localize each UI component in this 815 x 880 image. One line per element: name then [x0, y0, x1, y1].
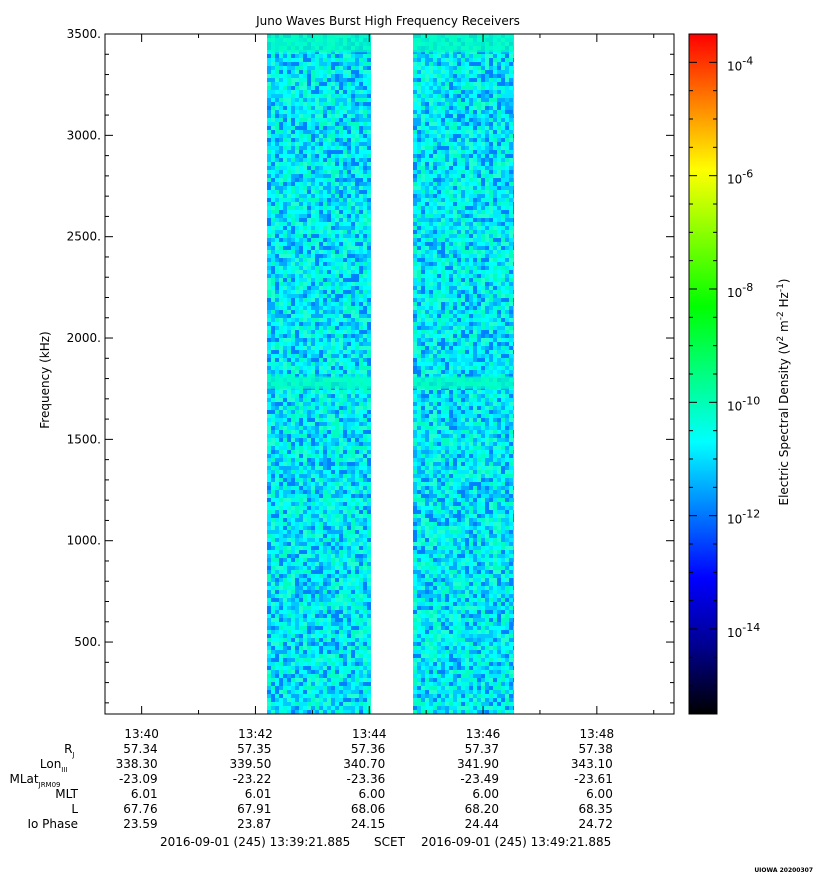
y-tick-label: 2500.	[67, 230, 101, 244]
y-axis: 500. 1000. 1500. 2000. 2500. 3000. 3500.	[67, 27, 674, 704]
spectrogram-data	[267, 34, 514, 714]
enhanced-band-2	[267, 376, 371, 389]
colorbar-tick-label: 10-8	[727, 281, 753, 300]
data-block-2	[413, 34, 514, 714]
ephemeris-row: Io Phase 23.59 23.87 24.15 24.44 24.72	[27, 817, 612, 831]
y-axis-label: Frequency (kHz)	[38, 331, 52, 428]
ephemeris-value: 340.70	[343, 757, 385, 771]
ephemeris-table: RJ 57.34 57.35 57.36 57.37 57.38 LonIII 338.30 3…	[10, 742, 613, 831]
ephemeris-value: 6.01	[245, 787, 272, 801]
ephemeris-row: L 67.76 67.91 68.06 68.20 68.35	[71, 802, 613, 816]
enhanced-band-1	[267, 34, 371, 53]
y-tick-label: 3500.	[67, 27, 101, 41]
colorbar-tick-label: 10-14	[727, 621, 760, 640]
enhanced-band-2	[413, 376, 514, 389]
colorbar-ticks: 10-4 10-6 10-8 10-10 10-12 10-14	[689, 33, 760, 715]
ephemeris-value: 68.06	[351, 802, 385, 816]
plot-frame	[104, 33, 675, 715]
enhanced-band-1	[413, 34, 514, 53]
colorbar-tick-label: 10-10	[727, 394, 760, 413]
x-axis: 13:40 13:42 13:44 13:46 13:48	[124, 34, 655, 741]
ephemeris-label: L	[71, 802, 78, 816]
ephemeris-value: 343.10	[571, 757, 613, 771]
colorbar	[688, 33, 718, 715]
ephemeris-label: MLT	[55, 787, 78, 801]
ephemeris-value: 339.50	[229, 757, 271, 771]
time-start: 2016-09-01 (245) 13:39:21.885	[160, 835, 350, 849]
y-tick-label: 500.	[74, 635, 101, 649]
ephemeris-value: 68.35	[578, 802, 612, 816]
colorbar-tick-label: 10-6	[727, 168, 753, 187]
ephemeris-value: 338.30	[116, 757, 158, 771]
ephemeris-value: 6.00	[586, 787, 613, 801]
y-tick-label: 1000.	[67, 534, 101, 548]
ephemeris-value: -23.09	[119, 772, 158, 786]
time-end: 2016-09-01 (245) 13:49:21.885	[421, 835, 611, 849]
ephemeris-value: 67.76	[123, 802, 157, 816]
x-tick-label: 13:48	[580, 727, 615, 741]
ephemeris-value: 57.34	[123, 742, 157, 756]
ephemeris-value: -23.22	[233, 772, 272, 786]
x-tick-label: 13:44	[352, 727, 387, 741]
colorbar-tick-label: 10-4	[727, 54, 753, 73]
ephemeris-value: 341.90	[457, 757, 499, 771]
footer-credit: UIOWA 20200307	[754, 867, 813, 874]
ephemeris-value: 67.91	[237, 802, 271, 816]
ephemeris-value: 57.36	[351, 742, 385, 756]
ephemeris-value: 24.44	[465, 817, 499, 831]
ephemeris-value: 68.20	[465, 802, 499, 816]
chart-title: Juno Waves Burst High Frequency Receiver…	[255, 14, 520, 28]
ephemeris-value: 57.37	[465, 742, 499, 756]
colorbar-label: Electric Spectral Density (V2 m-2 Hz-1)	[776, 278, 791, 505]
ephemeris-label: MLatJRM09	[10, 772, 61, 789]
ephemeris-row: MLatJRM09 -23.09 -23.22 -23.36 -23.49 -23.61	[10, 772, 613, 789]
ephemeris-value: 24.15	[351, 817, 385, 831]
y-tick-label: 1500.	[67, 432, 101, 446]
ephemeris-value: 57.35	[237, 742, 271, 756]
ephemeris-value: -23.49	[460, 772, 499, 786]
ephemeris-value: -23.36	[347, 772, 386, 786]
ephemeris-value: 23.59	[123, 817, 157, 831]
time-scet: SCET	[374, 835, 406, 849]
ephemeris-value: -23.61	[574, 772, 613, 786]
ephemeris-row: LonIII 338.30 339.50 340.70 341.90 343.10	[40, 757, 613, 774]
ephemeris-label: Io Phase	[27, 817, 78, 831]
ephemeris-value: 23.87	[237, 817, 271, 831]
y-tick-label: 3000.	[67, 128, 101, 142]
ephemeris-value: 57.38	[578, 742, 612, 756]
y-tick-label: 2000.	[67, 331, 101, 345]
x-tick-label: 13:46	[466, 727, 501, 741]
colorbar-tick-label: 10-12	[727, 508, 760, 527]
ephemeris-row: MLT 6.01 6.01 6.00 6.00 6.00	[55, 787, 613, 801]
x-tick-label: 13:40	[124, 727, 159, 741]
ephemeris-value: 6.00	[359, 787, 386, 801]
ephemeris-label: RJ	[64, 742, 74, 759]
ephemeris-label: LonIII	[40, 757, 68, 774]
ephemeris-value: 24.72	[578, 817, 612, 831]
data-block-1	[267, 34, 371, 714]
ephemeris-value: 6.01	[131, 787, 158, 801]
x-tick-label: 13:42	[238, 727, 273, 741]
ephemeris-row: RJ 57.34 57.35 57.36 57.37 57.38	[64, 742, 613, 759]
ephemeris-value: 6.00	[472, 787, 499, 801]
